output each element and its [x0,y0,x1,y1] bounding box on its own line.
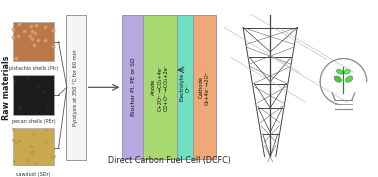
FancyBboxPatch shape [143,15,177,159]
FancyBboxPatch shape [193,15,216,159]
Text: Anode
C+2O²⁻→CO₂+4e⁻
CO+O²⁻→CO₂+2e⁻: Anode C+2O²⁻→CO₂+4e⁻ CO+O²⁻→CO₂+2e⁻ [151,63,169,111]
Text: Raw materials: Raw materials [2,55,11,120]
Ellipse shape [336,69,343,74]
Text: pistachio shells (PIr): pistachio shells (PIr) [9,66,58,71]
FancyBboxPatch shape [177,15,193,159]
FancyBboxPatch shape [13,75,54,115]
Text: Electrolyte
O²⁻: Electrolyte O²⁻ [179,73,191,101]
Ellipse shape [334,76,342,82]
Text: sawdust (SDr): sawdust (SDr) [16,172,51,177]
Text: pecan shells (PEr): pecan shells (PEr) [11,119,55,124]
Text: Pyrolysis at 350 °C for 60 min: Pyrolysis at 350 °C for 60 min [73,49,78,126]
FancyBboxPatch shape [13,22,54,61]
FancyBboxPatch shape [122,15,143,159]
FancyBboxPatch shape [66,15,85,160]
Ellipse shape [344,69,350,74]
Text: Cathode
O₂+4e⁻→2O²⁻: Cathode O₂+4e⁻→2O²⁻ [199,69,210,105]
Ellipse shape [345,76,353,82]
Text: Direct Carbon Fuel Cell (DCFC): Direct Carbon Fuel Cell (DCFC) [108,156,231,165]
FancyBboxPatch shape [13,128,54,168]
Text: Biochar PI, PE or SD: Biochar PI, PE or SD [130,58,135,116]
